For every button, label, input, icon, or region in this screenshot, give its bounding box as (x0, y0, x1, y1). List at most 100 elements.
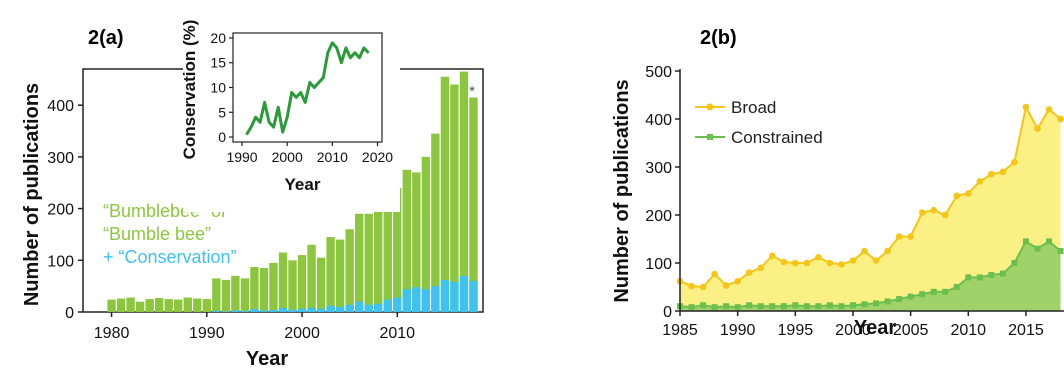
chart-a-bar-conservation (450, 282, 459, 312)
chart-b-point-broad (1011, 158, 1018, 166)
chart-b-point-constrained (838, 303, 845, 310)
chart-b-point-constrained (826, 302, 833, 309)
chart-b-point-broad (872, 257, 880, 264)
chart-b-point-constrained (734, 304, 741, 311)
chart-b-point-constrained (896, 296, 903, 302)
chart-a-bar-conservation (393, 297, 402, 312)
chart-a-bar-bumblebee (440, 76, 450, 313)
chart-b-point-constrained (873, 300, 880, 307)
chart-a-bar-bumblebee (221, 279, 231, 312)
chart-a-annotation: * (469, 83, 475, 100)
chart-b-legend-swatch-constrained-marker (707, 134, 713, 140)
chart-a-bar-bumblebee (145, 299, 154, 312)
chart-b-point-broad (907, 233, 914, 240)
chart-b-point-broad (780, 258, 788, 266)
chart-b-y-tick-label: 300 (645, 160, 672, 177)
chart-b-point-constrained (757, 303, 764, 310)
chart-a-inset-y-axis-title: Conservation (%) (180, 20, 199, 160)
chart-a-bar-bumblebee (164, 299, 173, 312)
chart-a-bar-bumblebee (412, 172, 421, 312)
chart-b-area-constrained (680, 241, 1061, 311)
chart-a-bar-bumblebee (459, 71, 469, 312)
chart-b-point-broad (722, 282, 730, 289)
chart-b-point-constrained (930, 288, 937, 295)
chart-a-inset-x-tick-label: 2010 (317, 149, 348, 165)
chart-a-bar-bumblebee (355, 213, 364, 312)
chart-b-point-constrained (723, 303, 730, 310)
chart-b-point-constrained (769, 303, 776, 310)
chart-a-bar-conservation (374, 303, 383, 312)
chart-a-bar-bumblebee (393, 187, 402, 312)
chart-b-x-tick-label: 1990 (720, 322, 756, 339)
chart-a-bar-bumblebee (231, 275, 240, 312)
chart-a-inset-x-axis-title: Year (285, 175, 321, 194)
chart-b-point-constrained (1034, 245, 1041, 252)
chart-b-point-constrained (861, 301, 868, 308)
chart-b-point-constrained (688, 304, 695, 311)
chart-a-bar-conservation (259, 310, 269, 312)
chart-a-inset-y-tick-label: 20 (210, 30, 226, 46)
chart-b-x-tick-label: 2010 (950, 322, 986, 339)
chart-b-area-broad (680, 107, 1061, 311)
chart-a-bar-conservation (345, 304, 354, 312)
chart-a-bar-bumblebee (402, 169, 411, 312)
chart-b-point-broad (826, 259, 834, 267)
chart-a-y-tick-label: 100 (47, 253, 74, 270)
chart-b-point-broad (768, 252, 776, 260)
chart-a-bar-bumblebee (155, 298, 164, 312)
chart-a-bar-conservation (278, 307, 288, 312)
chart-b-point-constrained (815, 303, 822, 310)
chart-b-y-tick-label: 200 (645, 208, 672, 225)
chart-b-point-constrained (1011, 260, 1018, 266)
chart-b-x-tick-label: 2015 (1008, 322, 1044, 339)
chart-a-x-tick-label: 1990 (189, 325, 225, 342)
chart-a-bar-conservation (288, 309, 297, 312)
chart-a-inset-background (183, 21, 400, 212)
panel-label-a: 2(a) (88, 27, 124, 49)
chart-a-bar-bumblebee (431, 133, 440, 312)
chart-b-point-constrained (700, 302, 707, 309)
chart-a-x-axis-title: Year (246, 348, 288, 370)
chart-a-bar-bumblebee (116, 298, 126, 312)
chart-b-point-broad (711, 270, 718, 278)
panel-label-b: 2(b) (700, 27, 737, 49)
chart-a-bar-bumblebee (374, 208, 383, 312)
chart-b-point-broad (1045, 106, 1053, 113)
chart-a-bar-conservation (212, 310, 221, 312)
chart-a-bar-bumblebee (345, 229, 354, 312)
chart-b-point-broad (999, 168, 1007, 176)
chart-b-point-broad (838, 261, 845, 268)
chart-b-x-tick-label: 2000 (835, 322, 871, 339)
chart-b-point-constrained (1022, 238, 1029, 245)
chart-b-point-constrained (907, 293, 914, 300)
chart-a-bar-bumblebee (421, 156, 431, 312)
chart-a-bar-bumblebee (250, 267, 259, 312)
chart-a-x-tick-label: 2000 (284, 325, 320, 342)
chart-a-bar-conservation (335, 306, 345, 312)
chart-a-bar-bumblebee (278, 252, 288, 312)
chart-a-bar-conservation (421, 289, 431, 312)
chart-a-bar-conservation (326, 305, 335, 312)
chart-b-point-broad (918, 209, 926, 216)
chart-a-y-axis-title: Number of publications (21, 83, 43, 306)
chart-a-bar-bumblebee (297, 255, 307, 312)
chart-b-line-broad (679, 104, 1062, 289)
chart-a-bar-bumblebee (383, 193, 392, 312)
chart-b-point-constrained (746, 302, 753, 309)
chart-a-y-tick-label: 200 (47, 202, 74, 219)
chart-a-bar-bumblebee (326, 237, 335, 312)
chart-b-point-constrained (976, 274, 983, 281)
chart-b-point-constrained (965, 274, 972, 281)
chart-b-x-tick-label: 1995 (778, 322, 814, 339)
chart-a-bar-bumblebee (335, 239, 345, 312)
chart-b-y-tick-label: 100 (645, 256, 672, 273)
chart-a-bar-conservation (250, 308, 259, 312)
chart-a-bar-conservation (221, 311, 231, 312)
chart-b-point-broad (895, 233, 903, 240)
chart-a-x-tick-label: 2010 (379, 325, 415, 342)
chart-a-bar-bumblebee (135, 301, 145, 312)
chart-a-bar-conservation (364, 304, 373, 312)
chart-b-point-constrained (942, 288, 949, 295)
chart-a-inset-y-tick-label: 15 (210, 55, 226, 71)
